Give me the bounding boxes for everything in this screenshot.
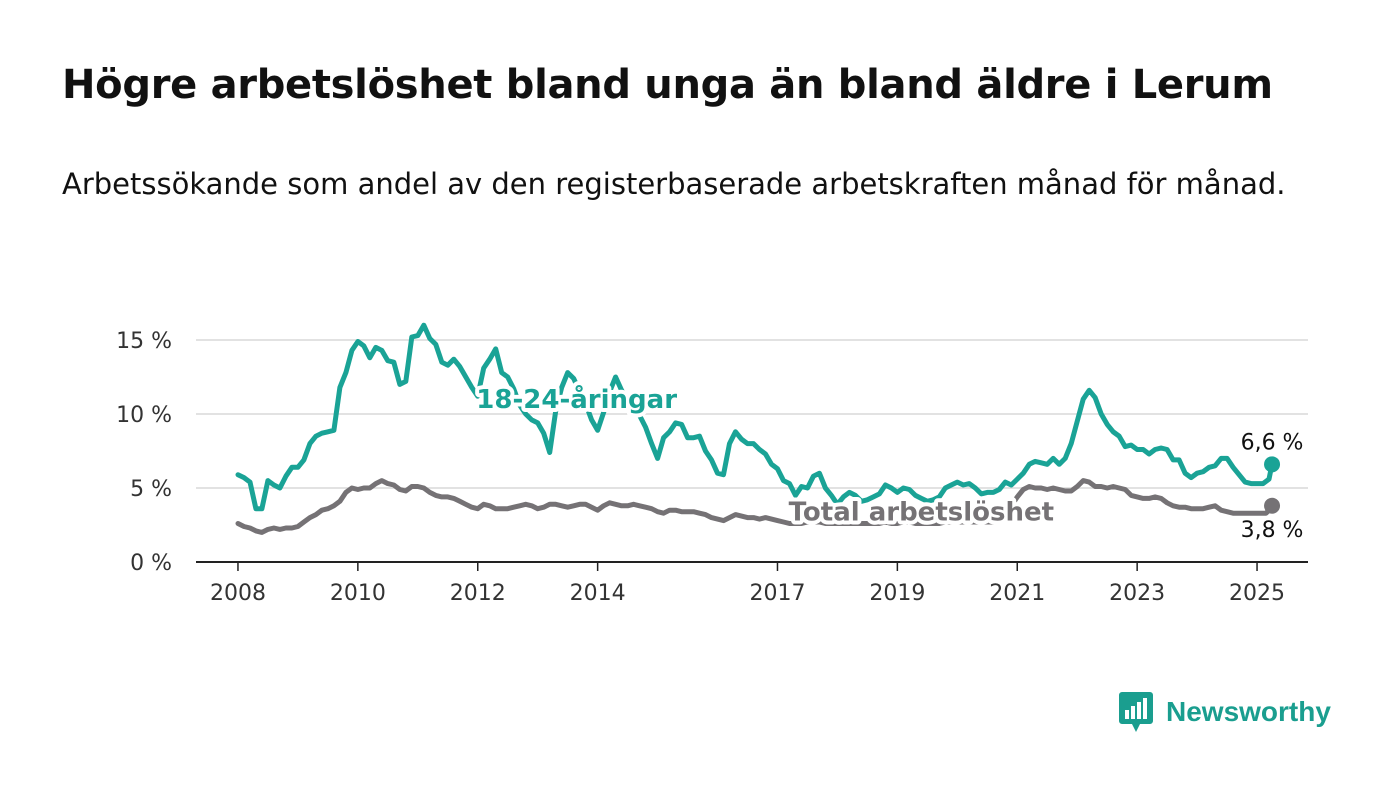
end-point-18-24 — [1264, 456, 1281, 473]
x-axis: 2008 2010 2012 2014 2017 2019 2021 2023 2025 — [196, 561, 1308, 606]
y-tick-label: 10 % — [116, 403, 172, 428]
series-line-18-24 — [235, 322, 1275, 512]
newsworthy-logo: Newsworthy — [1118, 690, 1331, 734]
x-tick-label: 2021 — [989, 581, 1045, 606]
series-label-total: Total arbetslöshet — [789, 498, 1054, 528]
end-value-label: 6,6 % — [1241, 430, 1304, 455]
x-tick-label: 2025 — [1229, 581, 1285, 606]
end-point-total — [1264, 497, 1281, 514]
x-tick-label: 2008 — [210, 581, 266, 606]
series-labels: 3,8 % 6,6 % 18-24-åringar Total arbetslöshe… — [472, 379, 1304, 543]
series-line-total — [235, 478, 1275, 535]
chart-subtitle: Arbetssökande som andel av den registerb… — [62, 167, 1286, 201]
x-tick-label: 2019 — [869, 581, 925, 606]
series-lines — [235, 322, 1281, 535]
x-tick-label: 2010 — [330, 581, 386, 606]
gridlines — [196, 339, 1308, 489]
x-tick-label: 2017 — [749, 581, 805, 606]
bar-chart-icon — [1119, 692, 1153, 732]
series-label-18-24: 18-24-åringar — [476, 383, 677, 415]
y-axis-tick-labels: 0 % 5 % 10 % 15 % — [116, 329, 172, 576]
y-tick-label: 5 % — [130, 477, 172, 502]
y-tick-label: 15 % — [116, 329, 172, 354]
x-tick-label: 2023 — [1109, 581, 1165, 606]
x-tick-label: 2012 — [450, 581, 506, 606]
end-value-label: 3,8 % — [1241, 518, 1304, 543]
x-tick-label: 2014 — [570, 581, 626, 606]
chart-title: Högre arbetslöshet bland unga än bland ä… — [62, 62, 1273, 108]
brand-name: Newsworthy — [1166, 696, 1331, 727]
y-tick-label: 0 % — [130, 551, 172, 576]
